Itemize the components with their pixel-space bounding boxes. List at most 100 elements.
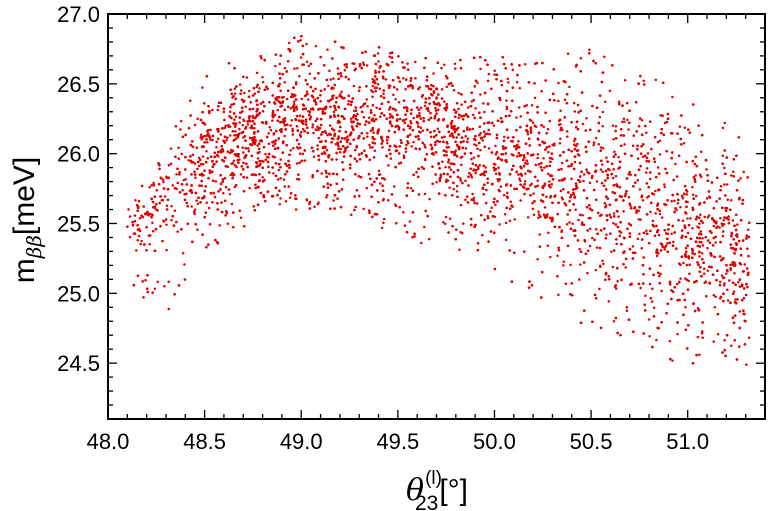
data-point xyxy=(698,353,701,357)
data-point xyxy=(610,162,614,166)
data-point xyxy=(563,177,566,180)
data-point xyxy=(560,128,564,132)
data-point xyxy=(239,173,243,176)
data-point xyxy=(379,95,383,98)
data-point xyxy=(165,176,169,180)
data-point xyxy=(244,147,248,150)
data-point xyxy=(305,42,308,46)
data-point xyxy=(640,247,643,250)
data-point xyxy=(440,136,444,139)
data-point xyxy=(147,234,151,237)
data-point xyxy=(424,146,427,149)
data-point xyxy=(211,200,214,204)
data-point xyxy=(258,164,261,167)
data-point xyxy=(250,143,254,147)
data-point xyxy=(499,185,503,188)
data-point xyxy=(637,209,640,212)
data-point xyxy=(443,100,446,103)
data-point xyxy=(184,168,187,171)
data-point xyxy=(290,119,294,122)
data-point xyxy=(733,339,737,342)
data-point xyxy=(350,213,353,217)
data-point xyxy=(443,222,447,226)
data-point xyxy=(494,144,497,148)
data-point xyxy=(152,230,155,233)
data-point xyxy=(412,140,415,144)
data-point xyxy=(603,227,606,230)
data-point xyxy=(639,164,642,168)
data-point xyxy=(449,168,453,171)
data-point xyxy=(314,119,318,123)
data-point xyxy=(732,290,736,293)
data-point xyxy=(525,103,529,107)
data-point xyxy=(433,114,437,118)
data-point xyxy=(350,100,354,104)
data-point xyxy=(234,122,238,125)
data-point xyxy=(644,294,647,297)
data-point xyxy=(463,152,467,155)
data-point xyxy=(178,170,181,174)
data-point xyxy=(284,162,287,165)
data-point xyxy=(649,229,652,233)
data-point xyxy=(278,62,282,66)
data-point xyxy=(594,136,598,140)
data-point xyxy=(263,199,267,203)
data-point xyxy=(243,91,246,95)
data-point xyxy=(656,202,660,205)
data-point xyxy=(411,128,415,132)
data-point xyxy=(495,73,499,76)
data-point xyxy=(594,297,598,300)
data-point xyxy=(464,147,468,150)
data-point xyxy=(474,171,477,175)
data-point xyxy=(612,212,616,215)
data-point xyxy=(326,133,329,137)
data-point xyxy=(295,114,299,118)
data-point xyxy=(453,131,457,134)
data-point xyxy=(304,118,308,121)
data-point xyxy=(319,55,322,59)
data-point xyxy=(722,223,726,226)
data-point xyxy=(676,202,680,205)
data-point xyxy=(546,172,550,176)
data-point xyxy=(639,286,642,290)
data-point xyxy=(624,257,628,261)
data-point xyxy=(244,105,247,108)
data-point xyxy=(223,126,226,130)
data-point xyxy=(457,116,461,119)
data-point xyxy=(576,142,579,146)
data-point xyxy=(476,147,479,151)
data-point xyxy=(337,136,340,140)
data-point xyxy=(414,60,417,64)
data-point xyxy=(242,136,245,139)
data-point xyxy=(399,138,403,142)
data-point xyxy=(715,176,719,180)
data-point xyxy=(533,96,537,100)
data-point xyxy=(357,194,361,198)
data-point xyxy=(518,87,522,90)
data-point xyxy=(691,159,695,163)
data-point xyxy=(235,165,238,169)
data-point xyxy=(466,126,469,129)
data-point xyxy=(581,122,585,126)
data-point xyxy=(626,227,629,230)
data-point xyxy=(531,121,535,125)
data-point xyxy=(627,195,631,199)
data-point xyxy=(585,117,588,120)
data-point xyxy=(173,209,177,212)
data-point xyxy=(166,198,170,202)
data-point xyxy=(723,149,726,152)
data-point xyxy=(675,175,679,178)
data-point xyxy=(193,170,196,173)
data-point xyxy=(342,151,346,154)
data-point xyxy=(529,194,532,197)
data-point xyxy=(679,205,682,209)
data-point xyxy=(704,158,708,162)
data-point xyxy=(403,224,407,227)
data-point xyxy=(546,244,550,247)
data-point xyxy=(380,177,384,180)
data-point xyxy=(445,85,449,89)
data-point xyxy=(472,198,476,202)
data-point xyxy=(515,80,519,84)
data-point xyxy=(418,86,421,89)
data-points xyxy=(126,34,751,366)
